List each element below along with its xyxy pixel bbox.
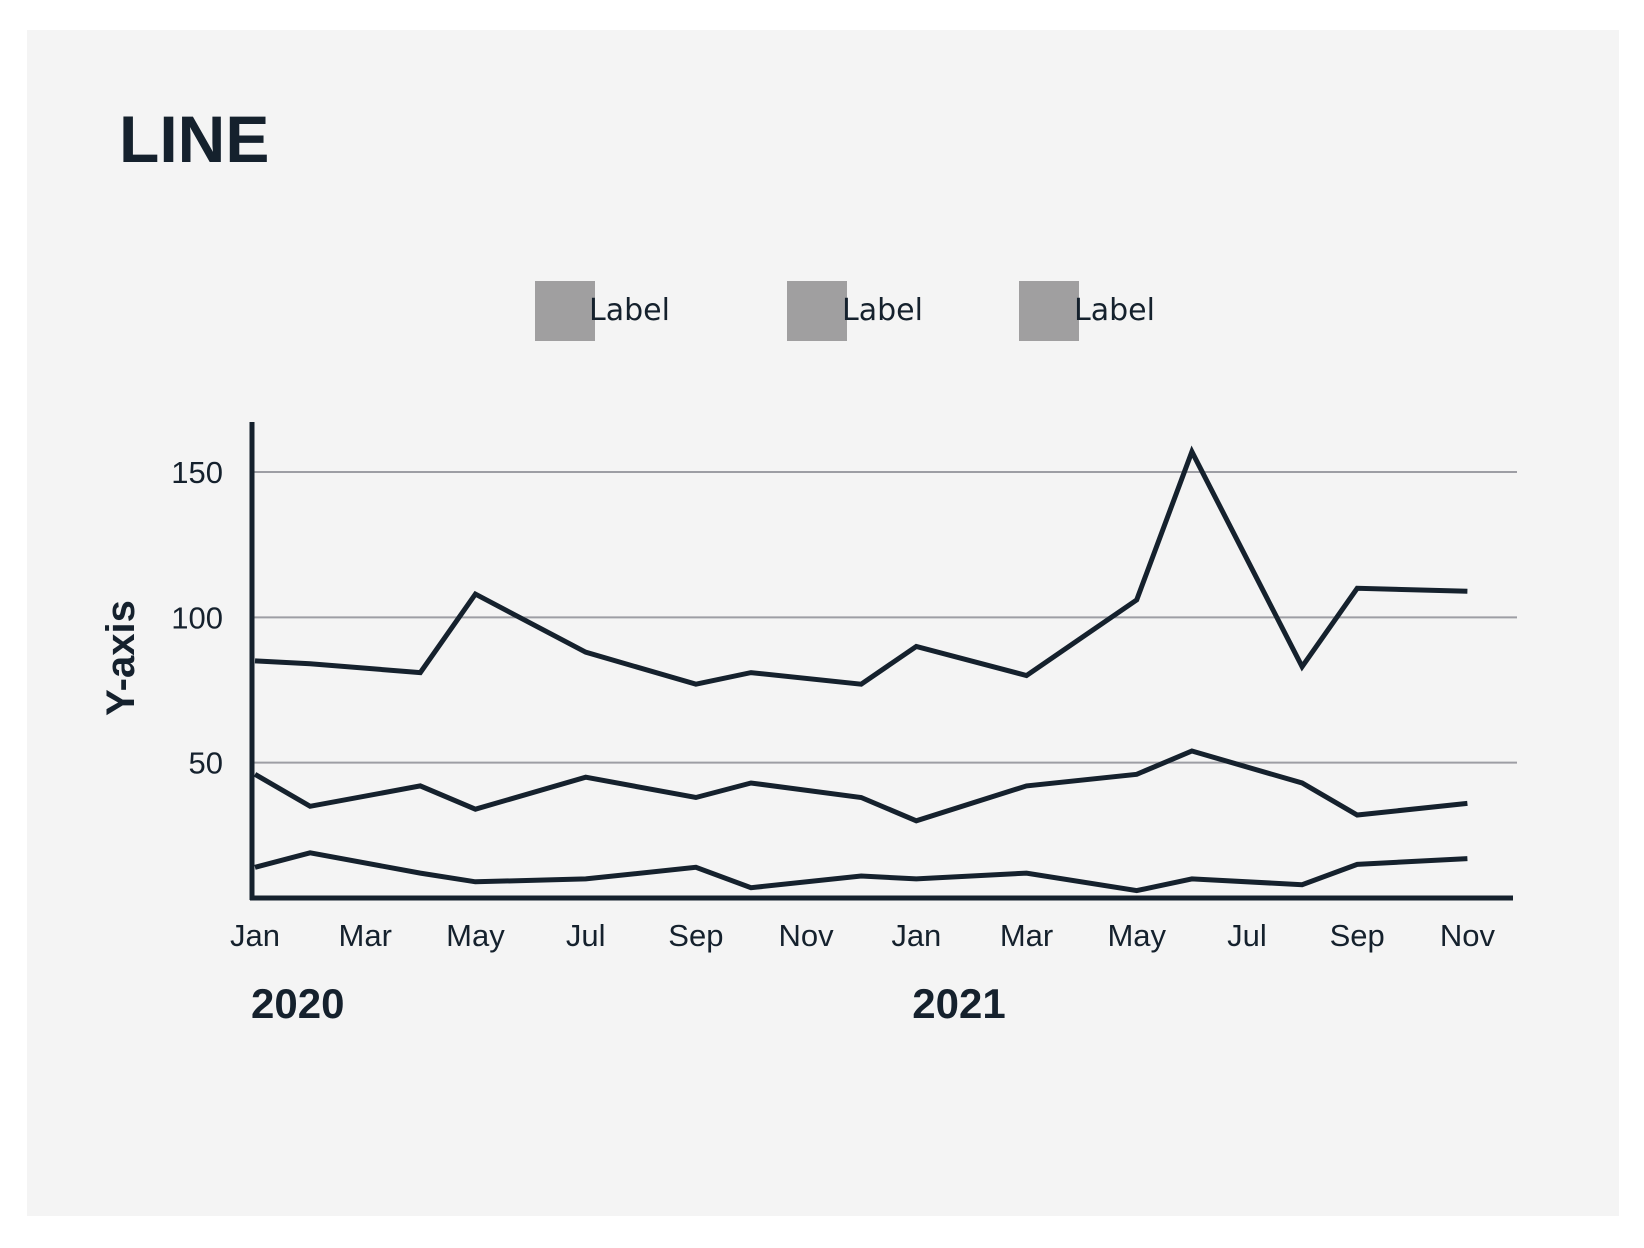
x-tick-label-5: Sep [668,918,723,953]
y-tick-label-100: 100 [171,600,223,635]
series-line-1 [254,445,1468,687]
x-tick-label-6: Nov [779,918,835,953]
x-tick-label-3: May [446,918,505,953]
year-label-2021: 2021 [912,980,1005,1027]
year-label-2020: 2020 [251,980,344,1027]
x-tick-label-12: Nov [1440,918,1496,953]
y-tick-labels: 50 100 150 [171,455,223,781]
x-tick-label-4: Jul [566,918,606,953]
y-tick-label-150: 150 [171,455,223,490]
series-line-3 [254,850,1468,894]
x-tick-label-2: Mar [339,918,392,953]
gridlines [252,471,1517,764]
legend-swatch-2 [787,281,847,341]
x-tick-label-11: Sep [1330,918,1385,953]
series-line-2 [253,748,1468,824]
legend-label-2: Label [842,293,923,328]
legend-label-1: Label [589,293,670,328]
legend-label-3: Label [1074,293,1155,328]
year-labels: 2020 2021 [251,980,1006,1027]
x-tick-label-8: Mar [1000,918,1053,953]
x-tick-label-1: Jan [230,918,280,953]
legend-swatch-1 [535,281,595,341]
chart-card: LINE Label Label Label 50 100 150 Jan Mar Ma… [27,30,1619,1216]
y-tick-label-50: 50 [189,746,223,781]
x-tick-label-10: Jul [1227,918,1267,953]
x-tick-label-7: Jan [891,918,941,953]
line-chart: 50 100 150 Jan Mar May Jul Sep Nov Jan Mar May Jul S… [99,422,1517,1027]
y-axis-title: Y-axis [99,600,143,716]
legend-swatch-3 [1019,281,1079,341]
x-tick-labels: Jan Mar May Jul Sep Nov Jan Mar May Jul Sep Nov [230,918,1495,953]
series-lines [253,445,1468,894]
chart-title: LINE [119,102,270,176]
x-tick-label-9: May [1107,918,1166,953]
